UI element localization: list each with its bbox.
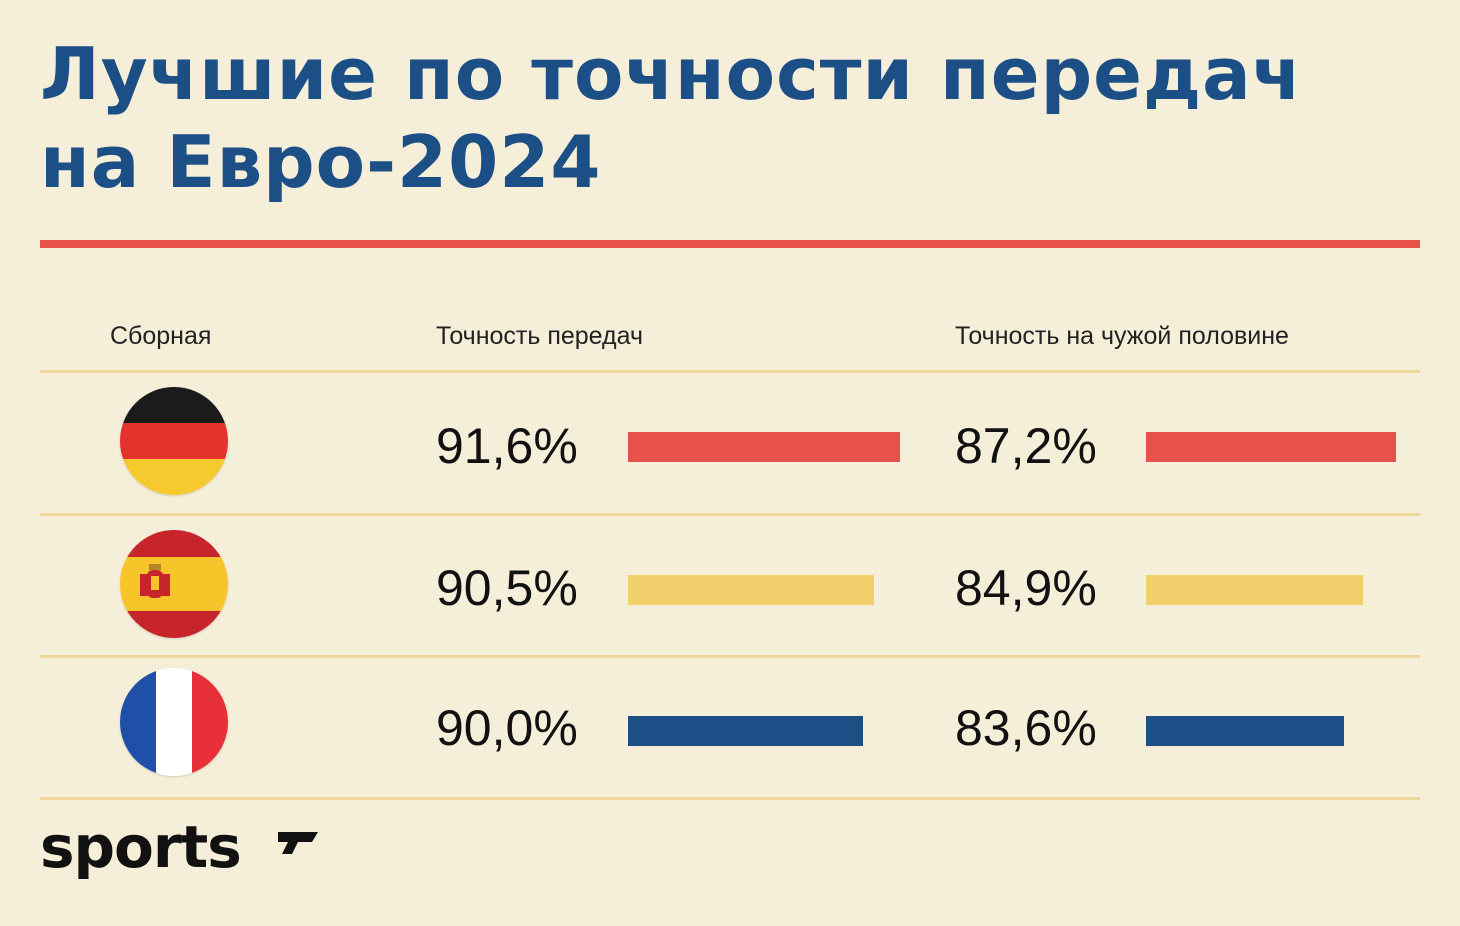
page-title: Лучшие по точности передач на Евро-2024 (40, 30, 1302, 206)
accuracy-bar (628, 716, 863, 746)
france-flag-icon (120, 668, 228, 776)
accuracy-bar (628, 432, 900, 462)
opp-half-value: 83,6% (955, 700, 1097, 756)
accuracy-value: 90,0% (436, 700, 578, 756)
title-line-2: на Евро-2024 (40, 120, 602, 204)
sports-logo-mark-icon (278, 832, 318, 854)
accuracy-value: 90,5% (436, 560, 578, 616)
opp-half-value: 87,2% (955, 418, 1097, 474)
column-header-accuracy: Точность передач (436, 322, 643, 350)
title-divider (40, 240, 1420, 248)
opp-half-value: 84,9% (955, 560, 1097, 616)
column-header-opp-half: Точность на чужой половине (955, 322, 1289, 350)
opp-half-bar (1146, 432, 1396, 462)
row-divider (40, 797, 1420, 800)
row-divider (40, 655, 1420, 658)
accuracy-value: 91,6% (436, 418, 578, 474)
row-divider (40, 370, 1420, 373)
column-header-team: Сборная (110, 322, 212, 350)
accuracy-bar (628, 575, 875, 605)
spain-flag-icon (120, 530, 228, 638)
germany-flag-icon (120, 387, 228, 495)
opp-half-bar (1146, 716, 1344, 746)
sports-logo: sports (40, 813, 242, 881)
title-line-1: Лучшие по точности передач (40, 32, 1303, 116)
opp-half-bar (1146, 575, 1363, 605)
row-divider (40, 513, 1420, 516)
